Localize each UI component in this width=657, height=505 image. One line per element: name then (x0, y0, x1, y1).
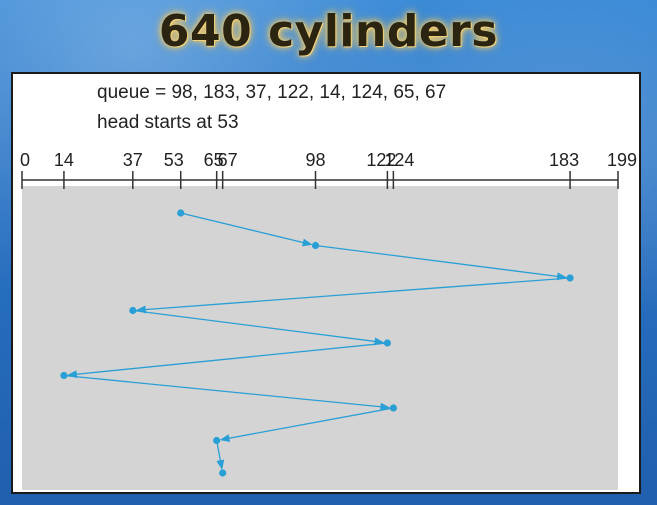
head-move-segment (180, 212, 313, 247)
head-position-point (566, 274, 574, 282)
head-start-text: head starts at 53 (97, 112, 239, 133)
head-position-point (383, 339, 391, 347)
head-move-segment (135, 277, 571, 314)
axis-tick-label: 14 (54, 150, 74, 170)
head-position-point (311, 241, 320, 250)
axis-tick-label: 53 (164, 150, 184, 170)
axis-tick-label: 0 (20, 150, 30, 170)
head-move-segment (216, 440, 225, 471)
axis-tick-label: 65 (204, 150, 224, 170)
head-move-segment (132, 309, 385, 346)
head-position-point (177, 209, 185, 217)
axis-tick-label: 122 (366, 150, 396, 170)
cylinder-ticks (21, 171, 619, 189)
head-position-point (60, 371, 68, 380)
diagram-panel: queue = 98, 183, 37, 122, 14, 124, 65, 6… (11, 72, 641, 494)
axis-tick-label: 37 (123, 150, 143, 170)
head-move-segment (66, 342, 388, 379)
head-position-point (219, 469, 227, 477)
head-move-segment (63, 374, 391, 411)
head-position-point (213, 436, 221, 445)
chart-background (22, 186, 618, 490)
slide-title: 640 cylinders (158, 6, 499, 57)
axis-tick-label: 199 (607, 150, 637, 170)
axis-tick-label: 124 (384, 150, 414, 170)
head-move-segment (315, 244, 568, 281)
head-position-point (129, 306, 137, 315)
axis-tick-label: 67 (218, 150, 238, 170)
queue-text: queue = 98, 183, 37, 122, 14, 124, 65, 6… (97, 82, 447, 103)
axis-tick-label: 183 (549, 150, 579, 170)
head-position-point (389, 404, 397, 412)
head-move-segment (219, 407, 394, 443)
head-movement-path (60, 209, 574, 477)
axis-tick-label: 98 (305, 150, 325, 170)
